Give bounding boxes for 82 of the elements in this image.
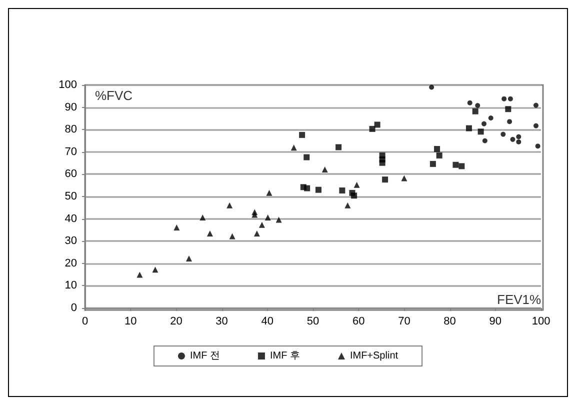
y-tick-label: 40 xyxy=(64,212,77,225)
point xyxy=(500,132,506,137)
point xyxy=(466,125,472,132)
y-tick-label: 50 xyxy=(64,190,77,202)
y-tick-label: 60 xyxy=(64,168,77,180)
x-tick-label: 0 xyxy=(82,316,88,328)
point xyxy=(508,96,513,102)
x-tick-label: 60 xyxy=(352,316,365,328)
point xyxy=(304,154,310,160)
point xyxy=(452,162,459,168)
point xyxy=(478,128,484,135)
point xyxy=(533,123,538,128)
x-tick-label: 100 xyxy=(532,316,550,328)
y-tick-label: 20 xyxy=(64,257,77,270)
x-tick-label: 30 xyxy=(216,316,228,328)
point xyxy=(266,190,272,196)
point xyxy=(206,230,213,237)
point xyxy=(186,255,192,262)
point xyxy=(299,132,306,138)
point xyxy=(472,108,478,114)
y-tick-label: 80 xyxy=(64,124,77,136)
point xyxy=(264,214,271,220)
point xyxy=(136,272,143,278)
point xyxy=(339,187,346,194)
x-axis-title: FEV1% xyxy=(497,292,542,307)
legend-label: IMF+Splint xyxy=(350,350,398,362)
y-tick-label: 90 xyxy=(64,101,77,114)
point xyxy=(258,222,265,228)
y-tick-label: 0 xyxy=(70,302,77,314)
point xyxy=(467,100,472,106)
point xyxy=(488,116,494,121)
point xyxy=(252,212,258,218)
y-tick-label: 10 xyxy=(64,280,77,292)
point xyxy=(226,202,233,208)
point xyxy=(502,96,507,102)
point xyxy=(152,266,158,273)
y-tick-label: 30 xyxy=(64,235,77,248)
x-tick-label: 40 xyxy=(261,316,274,328)
x-tick-label: 90 xyxy=(489,316,502,328)
point xyxy=(200,214,206,220)
point xyxy=(507,119,512,124)
point xyxy=(276,216,282,223)
point xyxy=(505,106,512,112)
point xyxy=(516,134,522,140)
y-tick-label: 70 xyxy=(64,146,77,158)
point xyxy=(290,144,297,151)
point xyxy=(429,84,434,90)
point xyxy=(401,175,408,182)
point xyxy=(354,182,360,188)
point xyxy=(344,202,351,208)
point xyxy=(351,192,358,199)
point xyxy=(516,139,522,144)
point xyxy=(482,121,486,126)
legend-label: IMF 전 xyxy=(190,350,220,362)
point xyxy=(374,122,380,128)
point xyxy=(434,146,440,152)
point xyxy=(430,160,436,167)
point xyxy=(174,224,180,230)
x-tick-label: 80 xyxy=(444,316,456,328)
point xyxy=(510,136,516,142)
point xyxy=(535,144,540,149)
x-tick-label: 10 xyxy=(124,316,137,328)
point xyxy=(533,102,538,108)
point xyxy=(475,103,480,108)
y-axis-title: %FVC xyxy=(95,88,133,103)
point xyxy=(379,160,386,166)
point xyxy=(482,138,488,144)
point xyxy=(436,152,442,158)
point xyxy=(382,176,388,183)
point xyxy=(369,126,376,132)
x-tick-label: 50 xyxy=(306,316,320,328)
point xyxy=(229,233,236,240)
point xyxy=(458,163,465,170)
y-tick-label: 100 xyxy=(58,79,77,91)
x-tick-label: 70 xyxy=(398,316,410,328)
point xyxy=(304,185,310,192)
point xyxy=(254,230,260,237)
point xyxy=(336,144,342,150)
point xyxy=(322,166,328,173)
point xyxy=(315,186,322,193)
x-tick-label: 20 xyxy=(170,316,182,328)
legend-label: IMF 후 xyxy=(270,350,300,362)
